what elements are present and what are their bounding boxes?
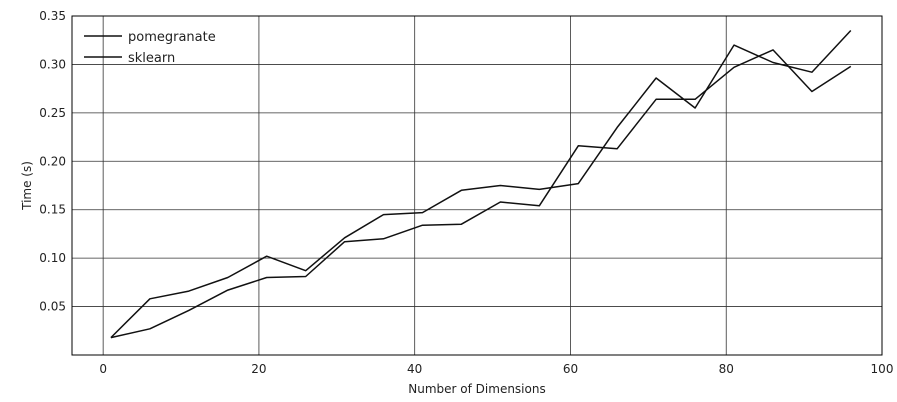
y-tick-label: 0.20 [39,154,66,168]
x-tick-label: 80 [719,362,734,376]
y-tick-label: 0.25 [39,106,66,120]
series-line-pomegranate [110,49,852,339]
series-line-sklearn [110,29,852,339]
grid-lines [72,15,882,355]
plot-frame [71,15,883,356]
x-axis-label: Number of Dimensions [408,382,545,396]
y-tick-label: 0.30 [39,57,66,71]
series-lines [110,29,852,339]
y-tick-label: 0.15 [39,203,66,217]
y-axis-ticks: 0.05 0.10 0.15 0.20 0.25 0.30 0.35 [39,9,66,314]
y-axis-label: Time (s) [20,161,34,211]
y-tick-label: 0.35 [39,9,66,23]
x-tick-label: 100 [871,362,894,376]
x-axis-ticks: 0 20 40 60 80 100 [99,362,893,376]
y-tick-label: 0.10 [39,251,66,265]
x-tick-label: 60 [563,362,578,376]
legend-label-pomegranate: pomegranate [128,30,216,45]
legend: pomegranate sklearn [84,30,216,66]
legend-label-sklearn: sklearn [128,51,175,66]
x-tick-label: 40 [407,362,422,376]
x-tick-label: 20 [251,362,266,376]
y-tick-label: 0.05 [39,300,66,314]
x-tick-label: 0 [99,362,107,376]
